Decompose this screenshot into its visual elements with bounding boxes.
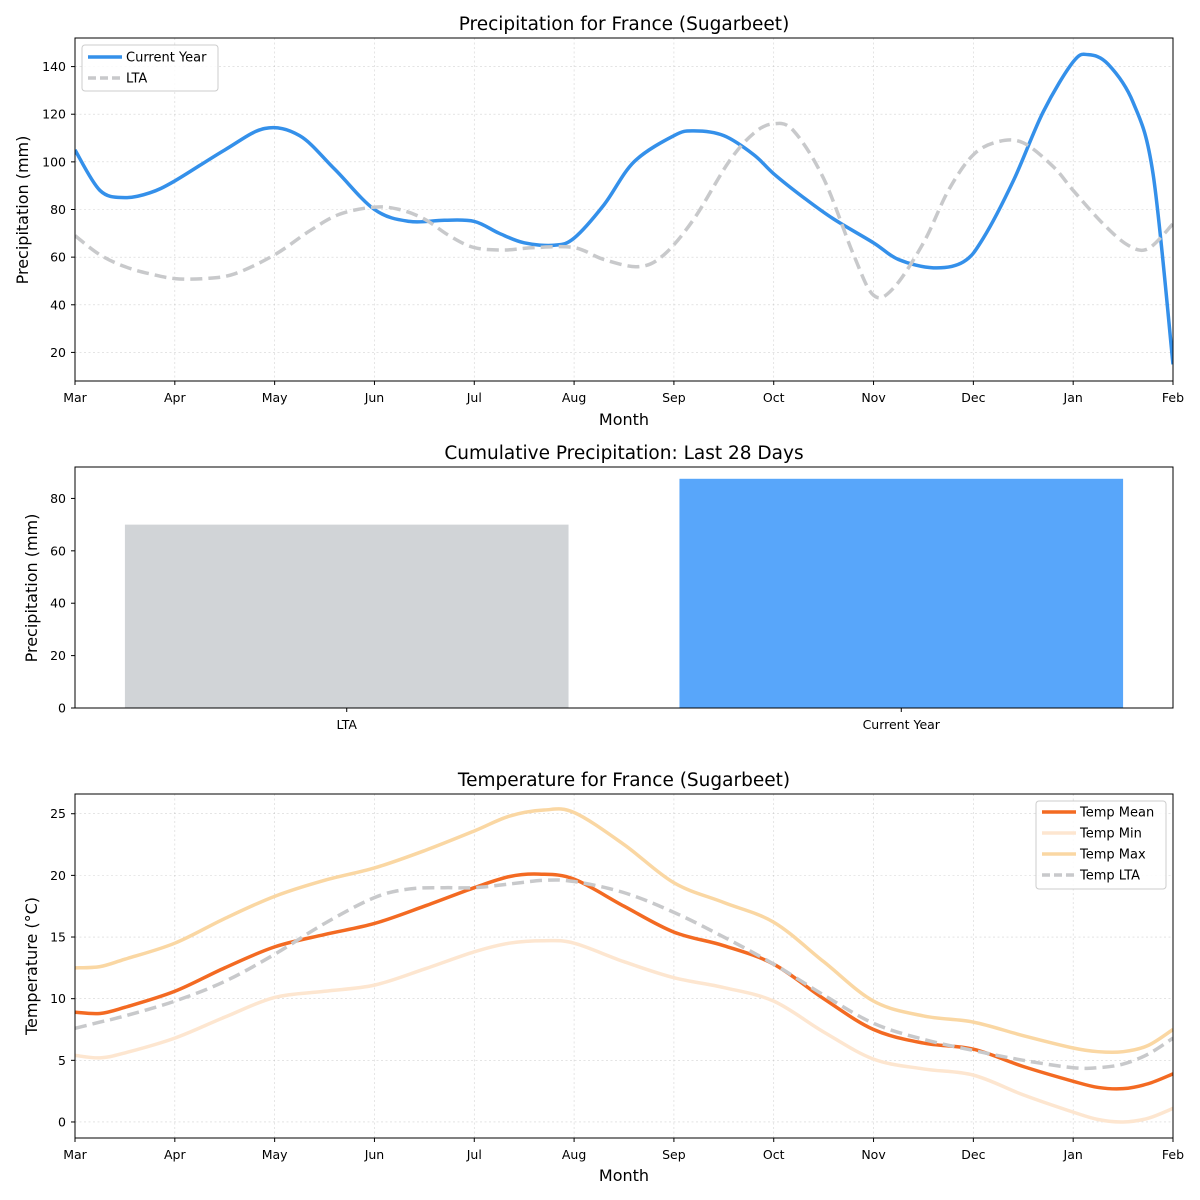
y-tick-label: 80: [50, 202, 66, 217]
x-tick-label-may: May: [262, 390, 288, 405]
y-tick-label: 60: [50, 250, 66, 265]
legend: Temp Mean Temp Min Temp Max Temp LTA: [1035, 800, 1167, 890]
legend-label-temp-min: Temp Min: [1079, 827, 1142, 842]
y-tick-label: 120: [42, 107, 66, 122]
y-tick-label: 20: [50, 648, 66, 663]
y-tick-label: 140: [42, 59, 66, 74]
series-line-temp-lta: [75, 878, 1173, 1071]
x-tick-label-jul: Jul: [466, 1147, 482, 1162]
cumulative-precipitation-bar-chart: 0 20 40 60 80 LTA Current Year Cumulative Prec…: [22, 443, 1174, 732]
y-tick-label: 20: [50, 345, 66, 360]
y-tick-label: 40: [50, 297, 66, 312]
y-axis-label: Temperature (°C): [22, 897, 41, 1036]
x-tick-label-mar: Mar: [63, 390, 87, 405]
chart-axes-frame: [74, 466, 1174, 709]
y-tick-label: 80: [50, 491, 66, 506]
legend-label-temp-mean: Temp Mean: [1079, 806, 1154, 821]
x-axis-label: Month: [599, 1166, 649, 1185]
x-tick-label-sep: Sep: [662, 390, 686, 405]
x-tick-label-aug: Aug: [562, 390, 586, 405]
y-tick-label: 25: [50, 806, 66, 821]
series-line-current-year: [75, 52, 1173, 365]
y-tick-label: 60: [50, 543, 66, 558]
chart-title: Precipitation for France (Sugarbeet): [459, 14, 790, 35]
series-line-temp-mean: [75, 872, 1173, 1091]
chart-axes-frame: [74, 793, 1174, 1139]
legend-label-temp-lta: Temp LTA: [1079, 869, 1140, 884]
legend-label-temp-max: Temp Max: [1079, 848, 1146, 863]
bar-lta: [124, 524, 569, 708]
y-tick-label: 20: [50, 868, 66, 883]
chart-axes-frame: [74, 37, 1174, 382]
series-line-temp-min: [75, 938, 1173, 1124]
x-tick-label-current-year: Current Year: [863, 717, 941, 732]
x-tick-label-jul: Jul: [466, 390, 482, 405]
x-tick-label-jun: Jun: [364, 390, 385, 405]
x-tick-label-jun: Jun: [364, 1147, 385, 1162]
x-tick-label-nov: Nov: [861, 390, 886, 405]
x-tick-label-jan: Jan: [1063, 390, 1083, 405]
x-tick-label-feb: Feb: [1162, 1147, 1184, 1162]
legend-box: [1035, 800, 1167, 890]
x-tick-label-oct: Oct: [763, 390, 785, 405]
y-tick-label: 0: [58, 701, 66, 716]
x-tick-label-apr: Apr: [164, 390, 186, 405]
x-tick-label-sep: Sep: [662, 1147, 686, 1162]
y-tick-label: 10: [50, 991, 66, 1006]
x-tick-label-nov: Nov: [861, 1147, 886, 1162]
legend-label-lta: LTA: [126, 72, 147, 87]
y-tick-label: 15: [50, 930, 66, 945]
temperature-line-chart: Mar Apr May Jun Jul Aug Sep Oct Nov Dec Jan Feb 0 5 10…: [22, 770, 1184, 1185]
legend: Current Year LTA: [81, 44, 219, 92]
y-tick-label: 40: [50, 596, 66, 611]
x-tick-label-apr: Apr: [164, 1147, 186, 1162]
series-line-temp-max: [75, 807, 1173, 1055]
x-tick-label-dec: Dec: [961, 390, 985, 405]
precipitation-line-chart: Mar Apr May Jun Jul Aug Sep Oct Nov Dec Jan Feb 20 40…: [13, 14, 1184, 429]
series-line-lta: [75, 121, 1173, 300]
x-tick-label-mar: Mar: [63, 1147, 87, 1162]
legend-label-current-year: Current Year: [126, 51, 207, 66]
x-tick-label-feb: Feb: [1162, 390, 1184, 405]
y-tick-label: 0: [58, 1114, 66, 1129]
y-tick-label: 100: [42, 154, 66, 169]
y-axis-label: Precipitation (mm): [22, 514, 41, 663]
x-tick-label-oct: Oct: [763, 1147, 785, 1162]
x-tick-label-jan: Jan: [1063, 1147, 1083, 1162]
chart-title: Cumulative Precipitation: Last 28 Days: [444, 443, 803, 464]
y-tick-label: 5: [58, 1053, 66, 1068]
x-axis-label: Month: [599, 410, 649, 429]
chart-title: Temperature for France (Sugarbeet): [457, 770, 790, 791]
x-tick-label-aug: Aug: [562, 1147, 586, 1162]
x-tick-label-lta: LTA: [336, 717, 357, 732]
x-tick-label-may: May: [262, 1147, 288, 1162]
y-axis-label: Precipitation (mm): [13, 136, 32, 285]
x-tick-label-dec: Dec: [961, 1147, 985, 1162]
bar-current-year: [679, 478, 1124, 708]
